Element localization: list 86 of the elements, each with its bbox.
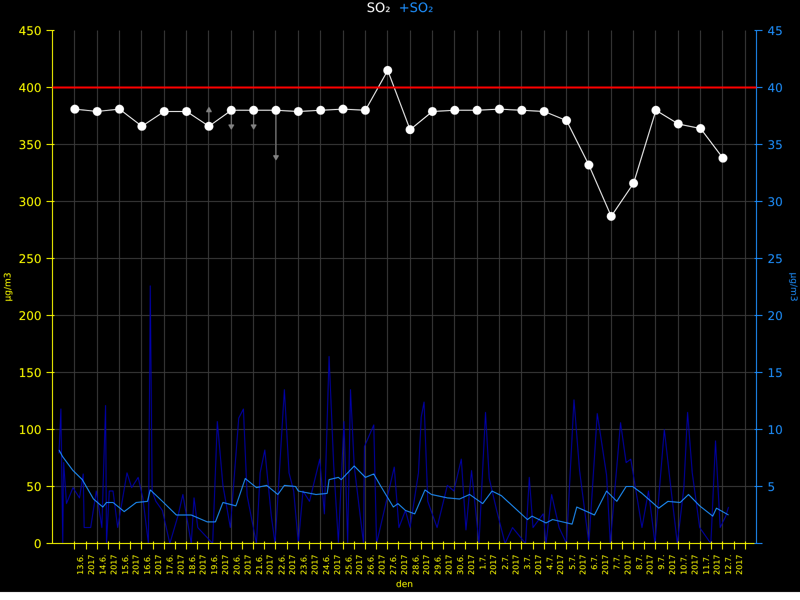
point (115, 104, 124, 114)
x-tick-label: 29.6. 2017 (434, 554, 454, 575)
point (562, 116, 572, 126)
y-tick-label: 150 (18, 366, 42, 380)
point (428, 106, 437, 116)
point (204, 122, 214, 131)
point (137, 122, 146, 131)
x-tick-label: 25.6. 2017 (344, 554, 364, 575)
point (696, 124, 706, 134)
x-tick-label: 5.7. 2017 (568, 554, 588, 575)
y-axis-title: µg/m3 (4, 272, 14, 302)
x-tick-label: 4.7. 2017 (545, 554, 566, 575)
point (606, 212, 616, 221)
point (406, 125, 415, 134)
x-tick-label: 8.7. 2017 (634, 554, 655, 575)
point (517, 106, 526, 115)
x-tick-label: 6.7. 2017 (590, 554, 610, 575)
x-tick-label: 11.7. 2017 (702, 554, 722, 575)
y-tick-label: 300 (18, 195, 42, 209)
y-tick-label: 100 (18, 423, 42, 437)
y2-tick-label: 10 (768, 423, 783, 437)
x-tick-label: 24.6. 2017 (322, 554, 342, 575)
point (338, 104, 348, 114)
y2-tick-label: 15 (768, 366, 783, 380)
x-tick-label: 18.6. 2017 (188, 554, 208, 575)
point (584, 160, 594, 170)
point (629, 178, 638, 188)
point (472, 106, 482, 115)
y2-tick-label: 35 (768, 138, 783, 152)
point (294, 106, 303, 116)
y-tick-label: 50 (26, 480, 42, 494)
point (718, 154, 728, 163)
point (182, 106, 192, 116)
x-tick-label: 9.7. 2017 (657, 554, 678, 575)
point (450, 106, 460, 115)
point (316, 106, 326, 115)
line-series (58, 285, 730, 544)
x-tick-label: 21.6. 2017 (254, 554, 275, 575)
y-tick-label: 350 (18, 138, 42, 152)
y-tick-label: 250 (18, 252, 42, 266)
x-tick-label: 3.7. 2017 (523, 554, 543, 575)
point (160, 106, 169, 116)
point (674, 119, 683, 128)
x-tick-label: 28.6. 2017 (411, 554, 432, 575)
point (92, 106, 102, 116)
y-tick-label: 200 (18, 309, 42, 323)
x-tick-label: 26.6. 2017 (366, 554, 386, 575)
text: +SO₂ (398, 1, 434, 16)
x-tick-label: 13.6. 2017 (76, 554, 96, 575)
y-tick-label: 0 (34, 537, 42, 551)
x-tick-label: 22.6. 2017 (277, 554, 298, 575)
point (70, 104, 80, 114)
x-tick-label: 14.6. 2017 (98, 554, 118, 575)
y2-tick-label: 45 (768, 24, 783, 38)
y2-axis-title: µg/m3 (788, 272, 798, 302)
x-tick-label: 27.6. 2017 (389, 554, 409, 575)
x-tick-label: 19.6. 2017 (210, 554, 230, 575)
y-tick-label: 400 (18, 81, 42, 95)
x-tick-label: 17.6. 2017 (166, 554, 186, 575)
line-series (58, 450, 730, 525)
x-tick-label: 12.7. 2017 (724, 554, 744, 575)
point (271, 106, 280, 115)
x-axis-title: den (396, 580, 413, 590)
point (651, 106, 660, 115)
x-tick-label: 1.7. 2017 (478, 554, 498, 575)
x-tick-label: 7.7. 2017 (612, 554, 632, 575)
x-tick-label: 10.7. 2017 (680, 554, 700, 575)
point (383, 66, 392, 75)
point (226, 106, 236, 115)
y2-tick-label: 30 (768, 195, 783, 209)
x-tick-label: 20.6. 2017 (232, 554, 252, 575)
y2-tick-label: 40 (768, 81, 783, 95)
point (540, 106, 549, 116)
text: SO₂ (366, 1, 390, 16)
y2-tick-label: 5 (768, 480, 776, 494)
x-tick-label: 2.7. 2017 (500, 554, 521, 575)
x-tick-label: 23.6. 2017 (300, 554, 320, 575)
point (249, 106, 258, 115)
y2-tick-label: 20 (768, 309, 783, 323)
point (494, 104, 504, 114)
x-tick-label: 30.6. 2017 (456, 554, 476, 575)
y2-tick-label: 25 (768, 252, 783, 266)
y-tick-label: 450 (18, 24, 42, 38)
x-tick-label: 15.6. 2017 (120, 554, 141, 575)
point (360, 106, 370, 115)
x-tick-label: 16.6. 2017 (143, 554, 163, 575)
